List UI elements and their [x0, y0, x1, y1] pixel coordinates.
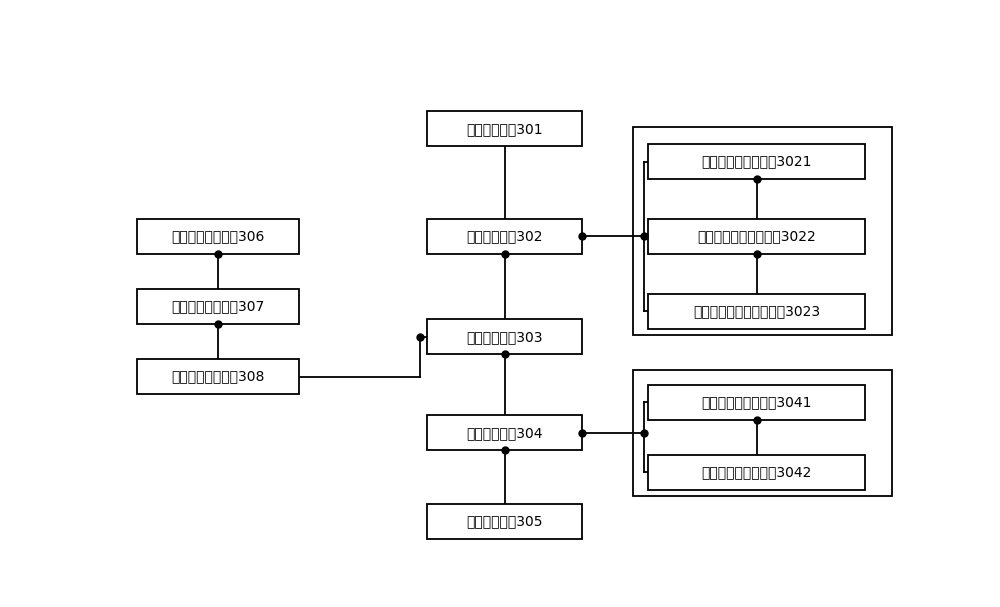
Bar — [427, 112, 582, 146]
Bar — [648, 294, 865, 329]
Bar — [633, 370, 892, 496]
Text: 无功负载计算子模块3021: 无功负载计算子模块3021 — [701, 155, 812, 169]
Text: 有功负载计算模块306: 有功负载计算模块306 — [171, 229, 265, 243]
Bar — [427, 504, 582, 539]
Bar — [137, 219, 299, 254]
Text: 过载计算模块303: 过载计算模块303 — [466, 330, 543, 344]
Bar — [137, 289, 299, 324]
Bar — [648, 144, 865, 179]
Bar — [633, 127, 892, 334]
Text: 无功基准值计算子模块3022: 无功基准值计算子模块3022 — [697, 229, 816, 243]
Bar — [648, 455, 865, 490]
Bar — [648, 219, 865, 254]
Bar — [427, 415, 582, 450]
Text: 负载电流定义模块308: 负载电流定义模块308 — [171, 370, 265, 384]
Text: 三相治理模块305: 三相治理模块305 — [466, 515, 543, 529]
Text: 轻载判断模块304: 轻载判断模块304 — [466, 426, 543, 439]
Text: 轻载放电判断子模块3042: 轻载放电判断子模块3042 — [701, 466, 812, 480]
Text: 无功计算模块302: 无功计算模块302 — [466, 229, 543, 243]
Bar — [648, 385, 865, 420]
Bar — [427, 219, 582, 254]
Bar — [427, 319, 582, 354]
Text: 数据获取模块301: 数据获取模块301 — [466, 122, 543, 136]
Bar — [137, 359, 299, 394]
Text: 三相电流计算模块307: 三相电流计算模块307 — [171, 299, 265, 314]
Text: 轻载充电判断子模块3041: 轻载充电判断子模块3041 — [701, 395, 812, 409]
Text: 无功调节功率计算子模块3023: 无功调节功率计算子模块3023 — [693, 304, 820, 318]
